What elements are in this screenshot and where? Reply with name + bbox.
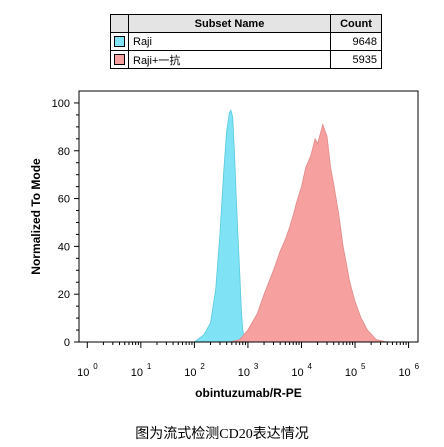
legend-name: Raji+一抗 [128,50,331,69]
x-tick-exponent: 2 [200,362,205,371]
y-tick-label: 80 [58,146,70,158]
x-axis-label: obintuzumab/R-PE [195,386,302,400]
y-tick-label: 20 [58,289,70,301]
series-layer [193,109,388,343]
y-tick-label: 100 [52,98,70,110]
legend-row: Raji+一抗 5935 [110,50,382,69]
plot-frame [78,90,419,343]
x-tick-exponent: 1 [147,362,152,371]
x-tick-label: 10 [77,367,89,379]
x-tick-exponent: 6 [415,362,420,371]
legend-swatch-raji [114,36,125,48]
x-tick-label: 10 [238,367,250,379]
y-tick-label: 60 [58,194,70,206]
legend-count: 5935 [330,50,382,69]
series-area-0 [193,109,252,343]
figure-caption: 图为流式检测CD20表达情况 [135,427,309,442]
x-tick-exponent: 5 [361,362,366,371]
x-tick-label: 10 [398,367,410,379]
x-tick-label: 10 [131,367,143,379]
y-tick-label: 40 [58,241,70,253]
x-tick-exponent: 3 [254,362,259,371]
x-tick-exponent: 4 [307,362,312,371]
legend-header-subset-name: Subset Name [128,14,331,33]
x-tick-label: 10 [291,367,303,379]
y-tick-label: 0 [64,337,70,349]
series-area-1 [229,123,388,343]
x-tick-label: 10 [184,367,196,379]
legend-swatch-raji-antibody [114,54,125,66]
legend-table: Subset Name Count Raji 9648 Raji+一抗 5935 [110,14,382,69]
x-tick-exponent: 0 [93,362,98,371]
y-axis-label: Normalized To Mode [29,158,43,275]
x-tick-label: 10 [345,367,357,379]
